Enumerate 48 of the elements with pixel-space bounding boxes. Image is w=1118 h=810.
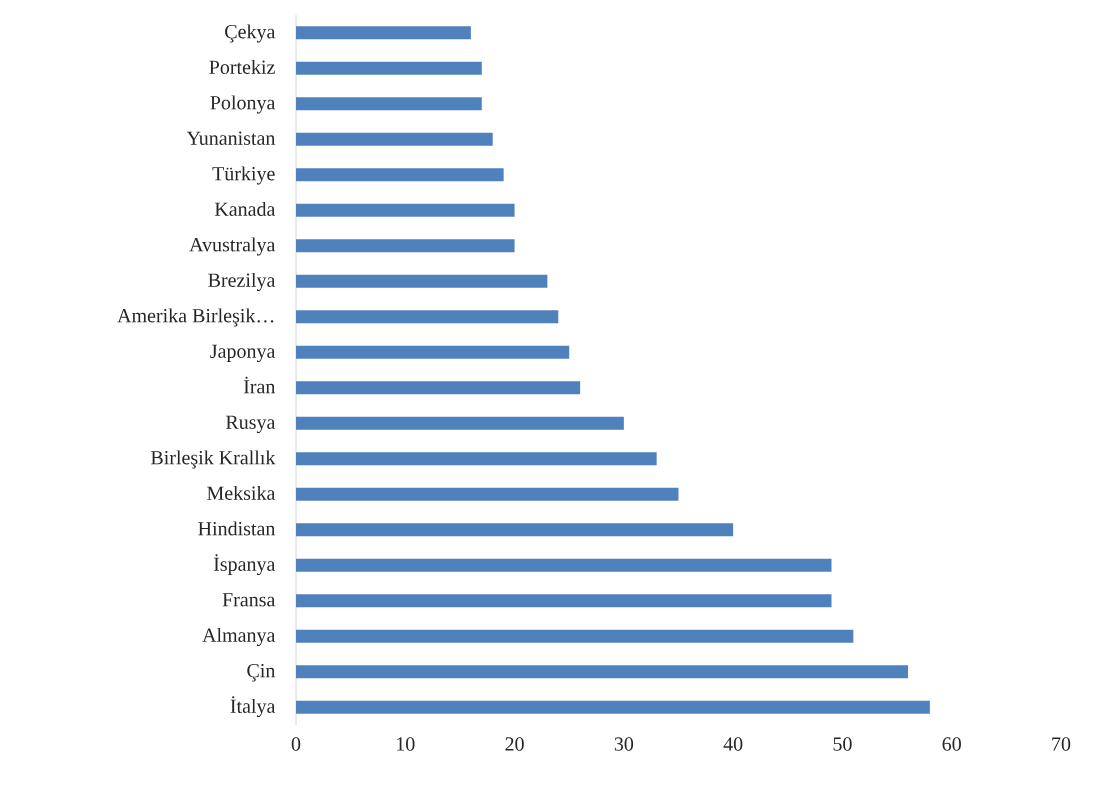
y-tick-label: İspanya	[213, 554, 276, 576]
y-tick-label: Birleşik Krallık	[150, 450, 276, 469]
y-tick-label: Çin	[247, 664, 276, 682]
y-tick-label: Meksika	[207, 485, 276, 500]
x-tick-label: 40	[723, 737, 743, 751]
bar	[296, 97, 482, 111]
y-tick-label: Japonya	[210, 344, 276, 363]
bar	[296, 26, 471, 40]
x-tick-label: 50	[833, 737, 852, 751]
y-tick-label: Brezilya	[208, 272, 276, 292]
x-tick-label: 60	[942, 737, 961, 751]
bar	[296, 594, 832, 608]
bar	[296, 239, 515, 253]
bar	[296, 132, 493, 146]
y-tick-label: Çekya	[225, 24, 276, 43]
x-tick-label: 0	[291, 737, 301, 751]
x-tick-label: 10	[397, 737, 415, 751]
y-tick-label: Türkiye	[212, 166, 275, 185]
y-tick-label: Portekiz	[209, 59, 275, 74]
bar	[296, 61, 482, 75]
bar	[296, 665, 908, 679]
y-tick-label: Kanada	[214, 201, 276, 216]
bar	[296, 629, 854, 643]
y-tick-label: Fransa	[222, 593, 276, 607]
x-tick-label: 20	[505, 737, 524, 751]
bar	[296, 203, 515, 217]
bar	[296, 345, 570, 359]
bar	[296, 487, 679, 501]
y-tick-label: Avustralya	[189, 237, 276, 256]
x-tick-label: 30	[614, 737, 634, 751]
y-tick-label: Almanya	[202, 627, 276, 647]
y-tick-label: Hindistan	[198, 521, 276, 536]
y-tick-label: Rusya	[225, 415, 276, 434]
x-tick-label: 70	[1052, 737, 1071, 751]
y-tick-label: İran	[243, 376, 276, 394]
bar	[296, 310, 559, 324]
y-tick-label: Amerika Birleşik…	[117, 308, 274, 327]
y-tick-label: Yunanistan	[186, 131, 276, 145]
bar	[296, 558, 832, 572]
bar	[296, 168, 504, 182]
bar	[296, 381, 581, 395]
bar	[296, 523, 734, 537]
bar	[296, 700, 930, 714]
y-tick-label: İtalya	[230, 696, 276, 718]
y-tick-label: Polonya	[210, 95, 276, 114]
bar	[296, 452, 657, 466]
bar	[296, 274, 548, 288]
bar	[296, 416, 624, 430]
